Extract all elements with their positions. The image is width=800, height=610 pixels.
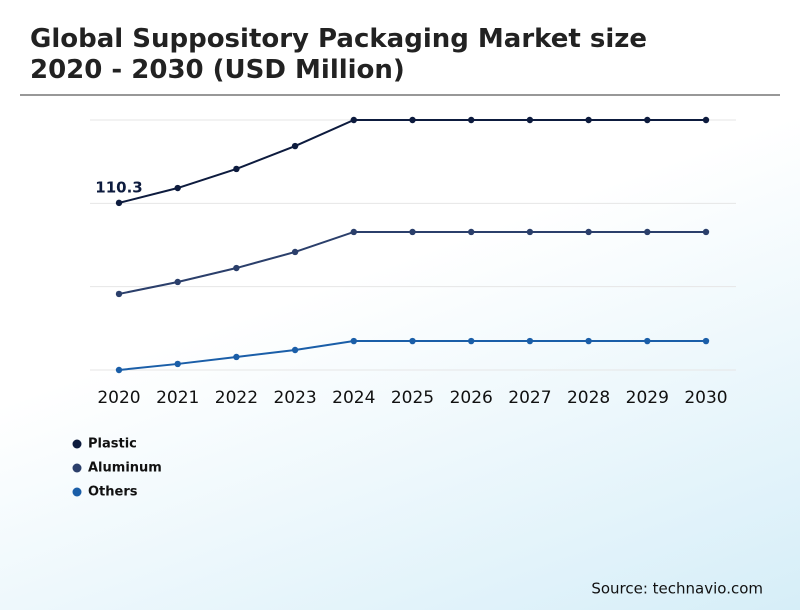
data-point [291, 346, 299, 354]
x-tick-label: 2025 [391, 388, 434, 408]
chart-title: Global Suppository Packaging Market size… [30, 24, 648, 85]
data-point [174, 278, 181, 286]
x-tick-label: 2027 [508, 388, 551, 408]
x-tick-label: 2026 [450, 388, 493, 408]
legend-marker [72, 439, 82, 449]
data-point [174, 184, 181, 192]
legend-label: Aluminum [88, 461, 162, 476]
data-point [115, 366, 123, 374]
data-point [526, 228, 534, 236]
data-point [468, 116, 475, 124]
series-line [118, 230, 706, 295]
data-point [291, 142, 299, 150]
data-label: 110.3 [95, 178, 142, 196]
legend-marker [72, 487, 82, 497]
x-tick-label: 2022 [215, 388, 258, 408]
data-point [526, 116, 534, 124]
x-tick-label: 2029 [626, 388, 669, 408]
series-line [118, 119, 706, 204]
x-tick-label: 2021 [156, 388, 199, 408]
data-point [233, 353, 240, 361]
data-point [350, 337, 357, 345]
x-tick-label: 2024 [332, 388, 375, 408]
data-point [350, 228, 357, 236]
data-point [468, 337, 475, 345]
legend-label: Plastic [88, 437, 137, 452]
source: Source: technavio.com [591, 580, 763, 598]
data-point [409, 228, 416, 236]
data-point [585, 337, 592, 345]
x-tick-label: 2020 [97, 388, 140, 408]
data-point [585, 116, 592, 124]
data-point [115, 199, 123, 207]
data-point [233, 165, 240, 173]
data-point [702, 228, 710, 236]
data-point [233, 264, 240, 272]
data-point [468, 228, 475, 236]
data-point [526, 337, 534, 345]
x-tick-label: 2028 [567, 388, 610, 408]
x-tick-label: 2023 [273, 388, 316, 408]
data-point [585, 228, 592, 236]
data-point [644, 228, 651, 236]
data-point [409, 337, 416, 345]
data-point [702, 337, 710, 345]
data-point [174, 360, 181, 368]
data-point [644, 337, 651, 345]
data-point [702, 116, 710, 124]
x-tick-label: 2030 [684, 388, 727, 408]
data-point [644, 116, 651, 124]
data-point [291, 248, 299, 256]
data-point [350, 116, 357, 124]
data-point [115, 290, 123, 298]
data-point [409, 116, 416, 124]
series-line [118, 340, 706, 371]
legend-marker [72, 463, 82, 473]
legend-label: Others [88, 485, 138, 500]
